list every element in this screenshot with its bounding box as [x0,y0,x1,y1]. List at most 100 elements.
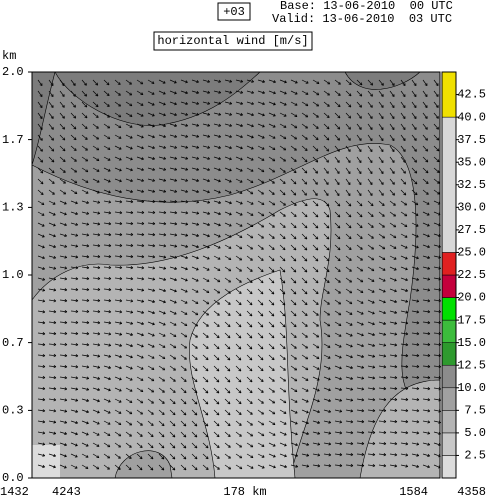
wind-arrow [334,321,342,326]
wind-arrow-head [185,244,189,248]
wind-arrow-head [205,445,209,449]
wind-arrow-head [295,453,298,457]
wind-arrow-head [359,246,363,250]
wind-arrow-head [416,256,419,260]
wind-arrow-head [151,367,155,370]
wind-arrow [356,321,364,326]
wind-arrow-head [383,397,387,402]
wind-arrow [345,233,352,240]
wind-arrow-head [328,464,332,468]
wind-arrow-head [360,279,364,283]
wind-arrow [323,420,331,423]
wind-arrow [213,321,220,327]
wind-arrow [411,112,417,119]
wind-arrow-head [293,214,297,218]
wind-arrow-head [326,301,330,305]
wind-arrow [389,178,395,185]
wind-arrow [136,156,144,160]
wind-arrow [169,233,177,236]
wind-arrow-head [228,466,232,470]
wind-arrow-head [61,94,65,97]
wind-arrow-head [108,222,112,226]
wind-arrow-head [239,223,243,227]
wind-arrow-head [173,311,177,315]
wind-arrow-head [139,467,143,471]
wind-arrow [136,178,144,182]
wind-arrow [169,145,177,149]
wind-arrow-head [172,423,176,427]
wind-arrow-head [53,353,57,358]
wind-arrow-head [118,114,122,118]
wind-arrow-head [272,422,276,425]
wind-arrow-head [196,80,199,84]
wind-arrow-head [41,202,45,205]
wind-arrow-head [207,101,211,105]
wind-arrow [191,134,199,138]
wind-arrow [367,387,375,390]
wind-arrow [400,409,408,412]
wind-arrow-head [360,301,364,304]
wind-arrow-head [360,257,363,261]
wind-arrow-head [152,277,156,281]
wind-arrow-head [349,322,353,326]
wind-arrow-head [271,280,275,284]
wind-arrow-head [306,432,309,436]
wind-arrow [367,167,373,174]
wind-arrow [92,453,100,458]
wind-arrow-head [336,159,340,163]
wind-arrow [235,354,242,361]
wind-arrow [114,310,122,313]
wind-arrow [257,156,265,161]
wind-arrow-head [51,159,55,163]
wind-arrow [400,200,407,206]
wind-arrow-head [304,170,308,174]
wind-arrow [301,420,309,424]
wind-arrow [389,123,395,130]
wind-arrow-head [162,378,165,382]
wind-arrow [378,387,386,390]
wind-arrow-head [151,355,155,359]
wind-arrow-head [107,399,111,403]
wind-arrow-head [195,278,199,282]
wind-arrow [268,123,276,128]
wind-arrow-head [359,93,363,97]
wind-arrow [334,387,342,391]
wind-arrow-head [337,236,341,240]
wind-arrow [290,167,297,174]
wind-arrow-head [347,149,351,152]
wind-arrow-head [405,431,409,435]
wind-arrow-head [107,444,111,448]
wind-arrow-head [240,124,243,128]
wind-arrow [59,431,67,435]
wind-arrow-head [381,203,385,206]
wind-arrow [191,299,199,304]
wind-arrow [125,211,133,214]
wind-arrow-head [283,136,287,140]
wind-arrow [290,222,297,229]
wind-arrow-head [107,125,111,129]
wind-arrow [246,211,254,216]
wind-arrow-head [195,312,199,316]
wind-arrow [345,409,353,412]
wind-arrow-head [64,398,68,402]
wind-arrow [180,464,187,471]
wind-arrow-head [73,115,77,119]
wind-arrow-head [40,170,44,174]
wind-arrow [356,266,363,272]
wind-arrow-head [174,156,178,160]
wind-arrow-head [348,126,351,130]
wind-arrow [356,464,364,467]
wind-arrow-head [96,190,100,194]
wind-arrow [191,277,199,282]
wind-arrow-head [150,456,154,460]
wind-arrow-head [380,138,384,142]
wind-arrow [400,79,406,86]
wind-arrow [367,310,375,315]
wind-arrow [202,79,210,83]
wind-arrow-head [405,354,409,358]
wind-arrow [147,112,155,117]
wind-arrow [114,431,121,437]
wind-arrow [169,101,177,105]
wind-arrow-head [350,376,353,380]
wind-arrow-head [107,168,111,172]
